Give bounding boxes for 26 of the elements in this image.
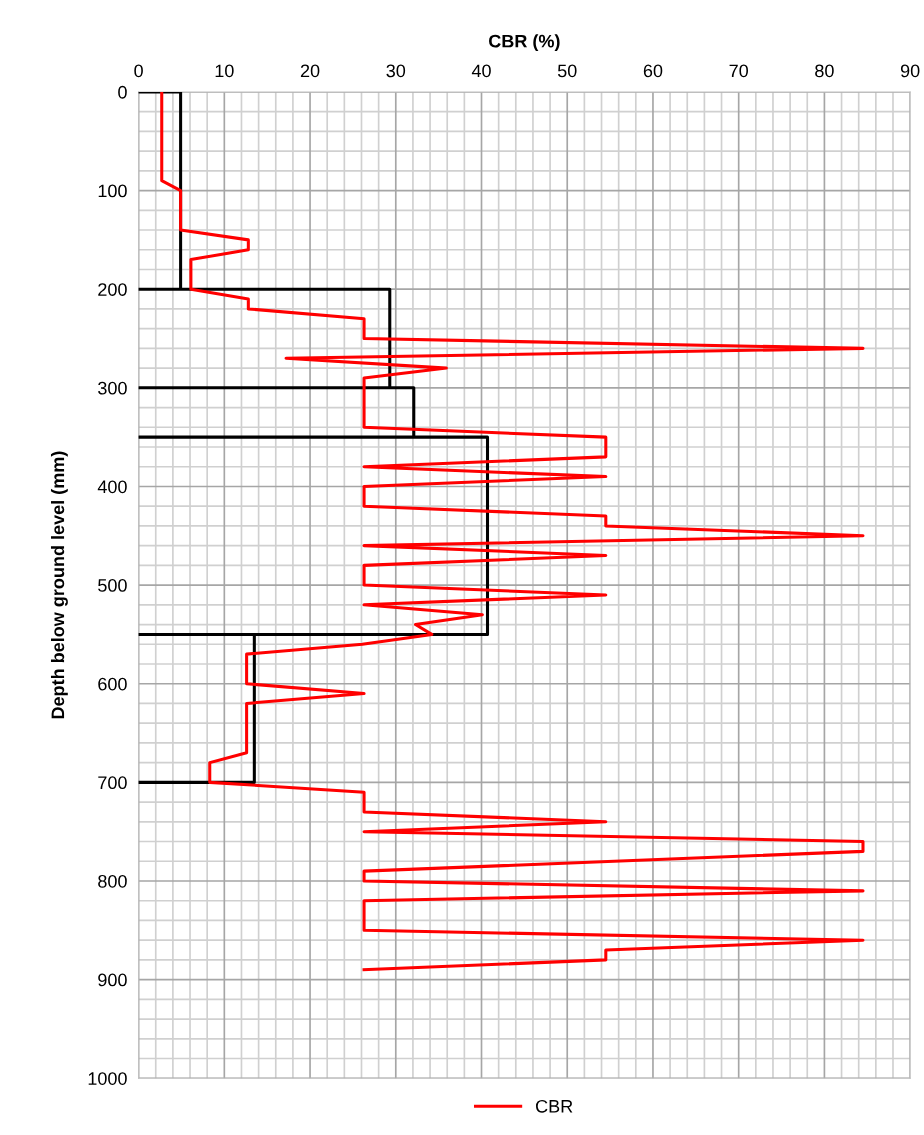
y-tick-label: 700 [98, 776, 127, 790]
y-tick-label: 900 [98, 973, 127, 987]
y-tick-label: 0 [118, 85, 127, 99]
x-tick-label: 50 [557, 64, 577, 78]
x-tick-label: 90 [900, 64, 920, 78]
legend-label: CBR [536, 1099, 573, 1113]
x-tick-label: 10 [215, 64, 234, 78]
y-axis-title: Depth below ground level (mm) [50, 451, 68, 719]
x-tick-label: 30 [386, 64, 406, 78]
x-tick-label: 80 [815, 64, 834, 78]
x-tick-label: 60 [643, 64, 663, 78]
y-tick-label: 500 [98, 579, 127, 592]
x-axis-title: CBR (%) [489, 34, 560, 52]
x-tick-label: 70 [729, 64, 749, 78]
y-tick-label: 800 [98, 874, 127, 888]
x-tick-label: 20 [300, 64, 320, 78]
y-tick-label: 1000 [88, 1072, 127, 1085]
line-series [160, 91, 865, 972]
y-tick-label: 200 [98, 283, 127, 296]
y-tick-label: 400 [97, 480, 127, 494]
y-tick-label: 100 [98, 184, 127, 198]
line-series [138, 91, 490, 784]
y-tick-label: 300 [98, 381, 127, 395]
y-tick-label: 600 [98, 677, 127, 691]
x-tick-label: 40 [471, 64, 491, 78]
x-tick-label: 0 [134, 64, 143, 78]
